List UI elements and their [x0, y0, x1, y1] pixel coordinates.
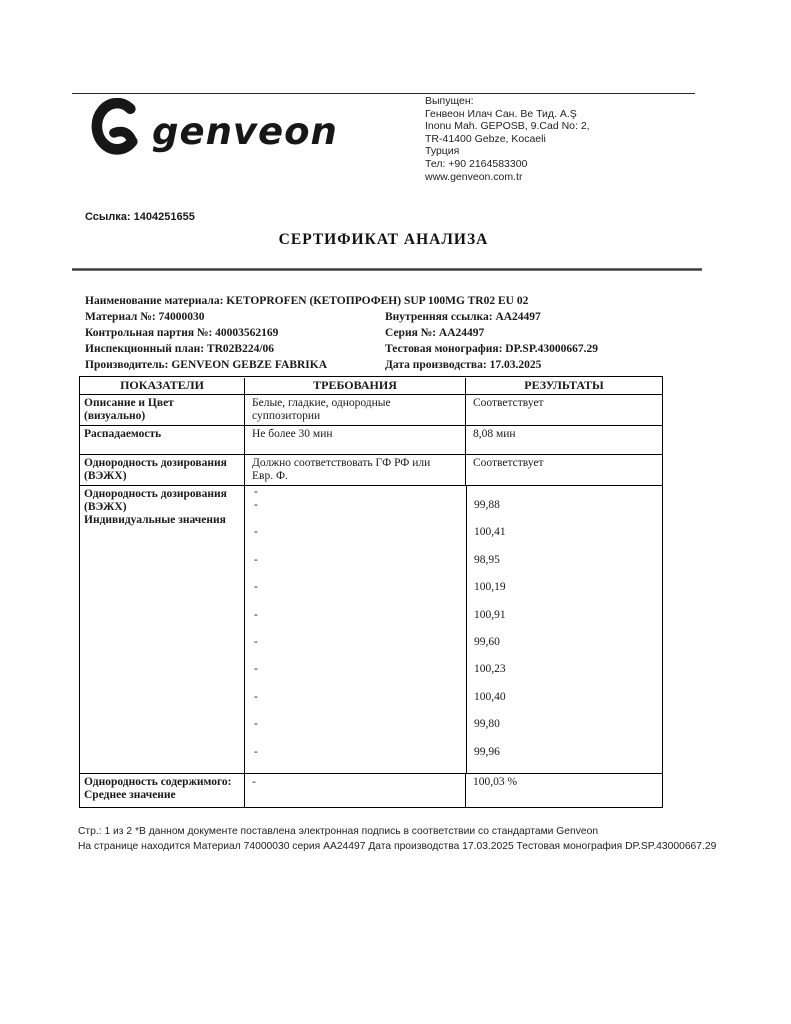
result-value: 100,03 %	[465, 773, 662, 807]
requirement-dash: -	[254, 499, 258, 511]
material-number: Материал №: 74000030	[85, 311, 205, 323]
result-value: Соответствует	[465, 455, 662, 485]
requirement-dash: -	[254, 581, 258, 594]
info-row: Производитель: GENVEON GEBZE FABRIKA Дат…	[85, 357, 685, 373]
footer-signature-line: Стр.: 1 из 2 *В данном документе поставл…	[78, 826, 599, 837]
individual-value: 100,19	[466, 581, 662, 609]
column-header-indicators: ПОКАЗАТЕЛИ	[120, 377, 204, 392]
requirement-dash: -	[254, 526, 258, 539]
individual-values-list: - - 99,88 - 100,41 -	[244, 486, 662, 773]
individual-value-row: -	[245, 486, 662, 499]
table-header-row: ПОКАЗАТЕЛИ ТРЕБОВАНИЯ РЕЗУЛЬТАТЫ	[80, 377, 662, 395]
individual-value: 99,88	[466, 499, 662, 527]
individual-value: 100,41	[466, 526, 662, 554]
individual-value-row: - 100,23	[245, 663, 662, 691]
footer-summary-line: На странице находится Материал 74000030 …	[78, 841, 717, 852]
page-footer: Стр.: 1 из 2 *В данном документе поставл…	[78, 824, 716, 854]
production-date: Дата производства: 17.03.2025	[385, 359, 542, 371]
requirement-dash: -	[244, 773, 465, 807]
material-info-section: Наименование материала: KETOPROFEN (КЕТО…	[85, 293, 685, 373]
material-name-line: Наименование материала: KETOPROFEN (КЕТО…	[85, 295, 529, 307]
issuer-country: Турция	[425, 145, 460, 158]
issuer-company: Генвеон Илач Сан. Ве Тид. А.Ş	[425, 107, 577, 120]
top-divider	[72, 93, 695, 94]
info-row: Инспекционный план: TR02B224/06 Тестовая…	[85, 341, 685, 357]
reference-number: Ссылка: 1404251655	[85, 211, 195, 223]
result-value: 8,08 мин	[465, 426, 662, 454]
requirement-dash: -	[254, 718, 258, 731]
requirement-dash: -	[254, 553, 258, 566]
table-row-dose-uniformity: Однородность дозирования (ВЭЖХ) Должно с…	[80, 455, 662, 486]
requirement-dash: -	[254, 635, 258, 648]
info-row: Контрольная партия №: 40003562169 Серия …	[85, 325, 685, 341]
table-row-individual-values: Однородность дозирования (ВЭЖХ) Индивиду…	[80, 486, 662, 774]
info-row: Материал №: 74000030 Внутренняя ссылка: …	[85, 309, 685, 325]
individual-value-row: - 100,19	[245, 581, 662, 609]
table-row-content-uniformity-mean: Однородность содержимого: Среднее значен…	[80, 773, 662, 807]
individual-value-row: - 99,96	[245, 745, 662, 773]
test-monograph: Тестовая монография: DP.SP.43000667.29	[385, 343, 599, 355]
individual-value: 99,60	[466, 635, 662, 664]
issuer-street: Inonu Mah. GEPOSB, 9.Cad No: 2,	[425, 120, 590, 133]
individual-value: 100,40	[466, 690, 662, 719]
column-header-results: РЕЗУЛЬТАТЫ	[465, 377, 662, 394]
individual-value: 98,95	[466, 553, 662, 582]
genveon-g-logo-icon	[88, 97, 140, 165]
results-table: ПОКАЗАТЕЛИ ТРЕБОВАНИЯ РЕЗУЛЬТАТЫ Описани…	[79, 376, 663, 808]
table-row-description: Описание и Цвет (визуально) Белые, гладк…	[80, 395, 662, 426]
control-batch-number: Контрольная партия №: 40003562169	[85, 327, 279, 339]
individual-value-row: - 99,60	[245, 635, 662, 664]
requirement-dash: -	[254, 608, 258, 621]
manufacturer: Производитель: GENVEON GEBZE FABRIKA	[85, 359, 328, 371]
individual-value-row: - 100,41	[245, 526, 662, 554]
issuer-website: www.genveon.com.tr	[425, 170, 523, 183]
individual-value: 100,23	[466, 663, 662, 691]
requirement-dash: -	[254, 745, 258, 758]
issuer-title: Выпущен:	[425, 95, 474, 107]
inspection-plan: Инспекционный план: TR02B224/06	[85, 343, 275, 355]
individual-value-row: - 99,88	[245, 499, 662, 527]
title-divider	[72, 268, 702, 271]
individual-value-row: - 100,40	[245, 690, 662, 719]
individual-value: 99,80	[466, 718, 662, 746]
requirement-dash: -	[254, 663, 258, 676]
individual-value-row: - 98,95	[245, 553, 662, 582]
issuer-address-block: Выпущен: Генвеон Илач Сан. Ве Тид. А.Ş I…	[425, 95, 590, 183]
result-value: Соответствует	[465, 395, 662, 425]
table-row-disintegration: Распадаемость Не более 30 мин 8,08 мин	[80, 426, 662, 455]
individual-value: 99,96	[466, 745, 662, 773]
genveon-logo: genveon	[88, 97, 338, 165]
internal-reference: Внутренняя ссылка: AA24497	[385, 311, 541, 323]
individual-value-row: - 99,80	[245, 718, 662, 746]
individual-value: 100,91	[466, 608, 662, 636]
page-title: СЕРТИФИКАТ АНАЛИЗА	[278, 231, 489, 248]
issuer-phone: Тел: +90 2164583300	[425, 157, 528, 170]
issuer-city: TR-41400 Gebze, Kocaeli	[425, 132, 546, 145]
requirement-dash: -	[254, 486, 258, 498]
individual-value-row: - 100,91	[245, 608, 662, 636]
requirement-dash: -	[254, 690, 258, 703]
series-number: Серия №: AA24497	[385, 327, 485, 339]
column-header-requirements: ТРЕБОВАНИЯ	[244, 377, 465, 394]
logo-wordmark: genveon	[152, 110, 338, 153]
